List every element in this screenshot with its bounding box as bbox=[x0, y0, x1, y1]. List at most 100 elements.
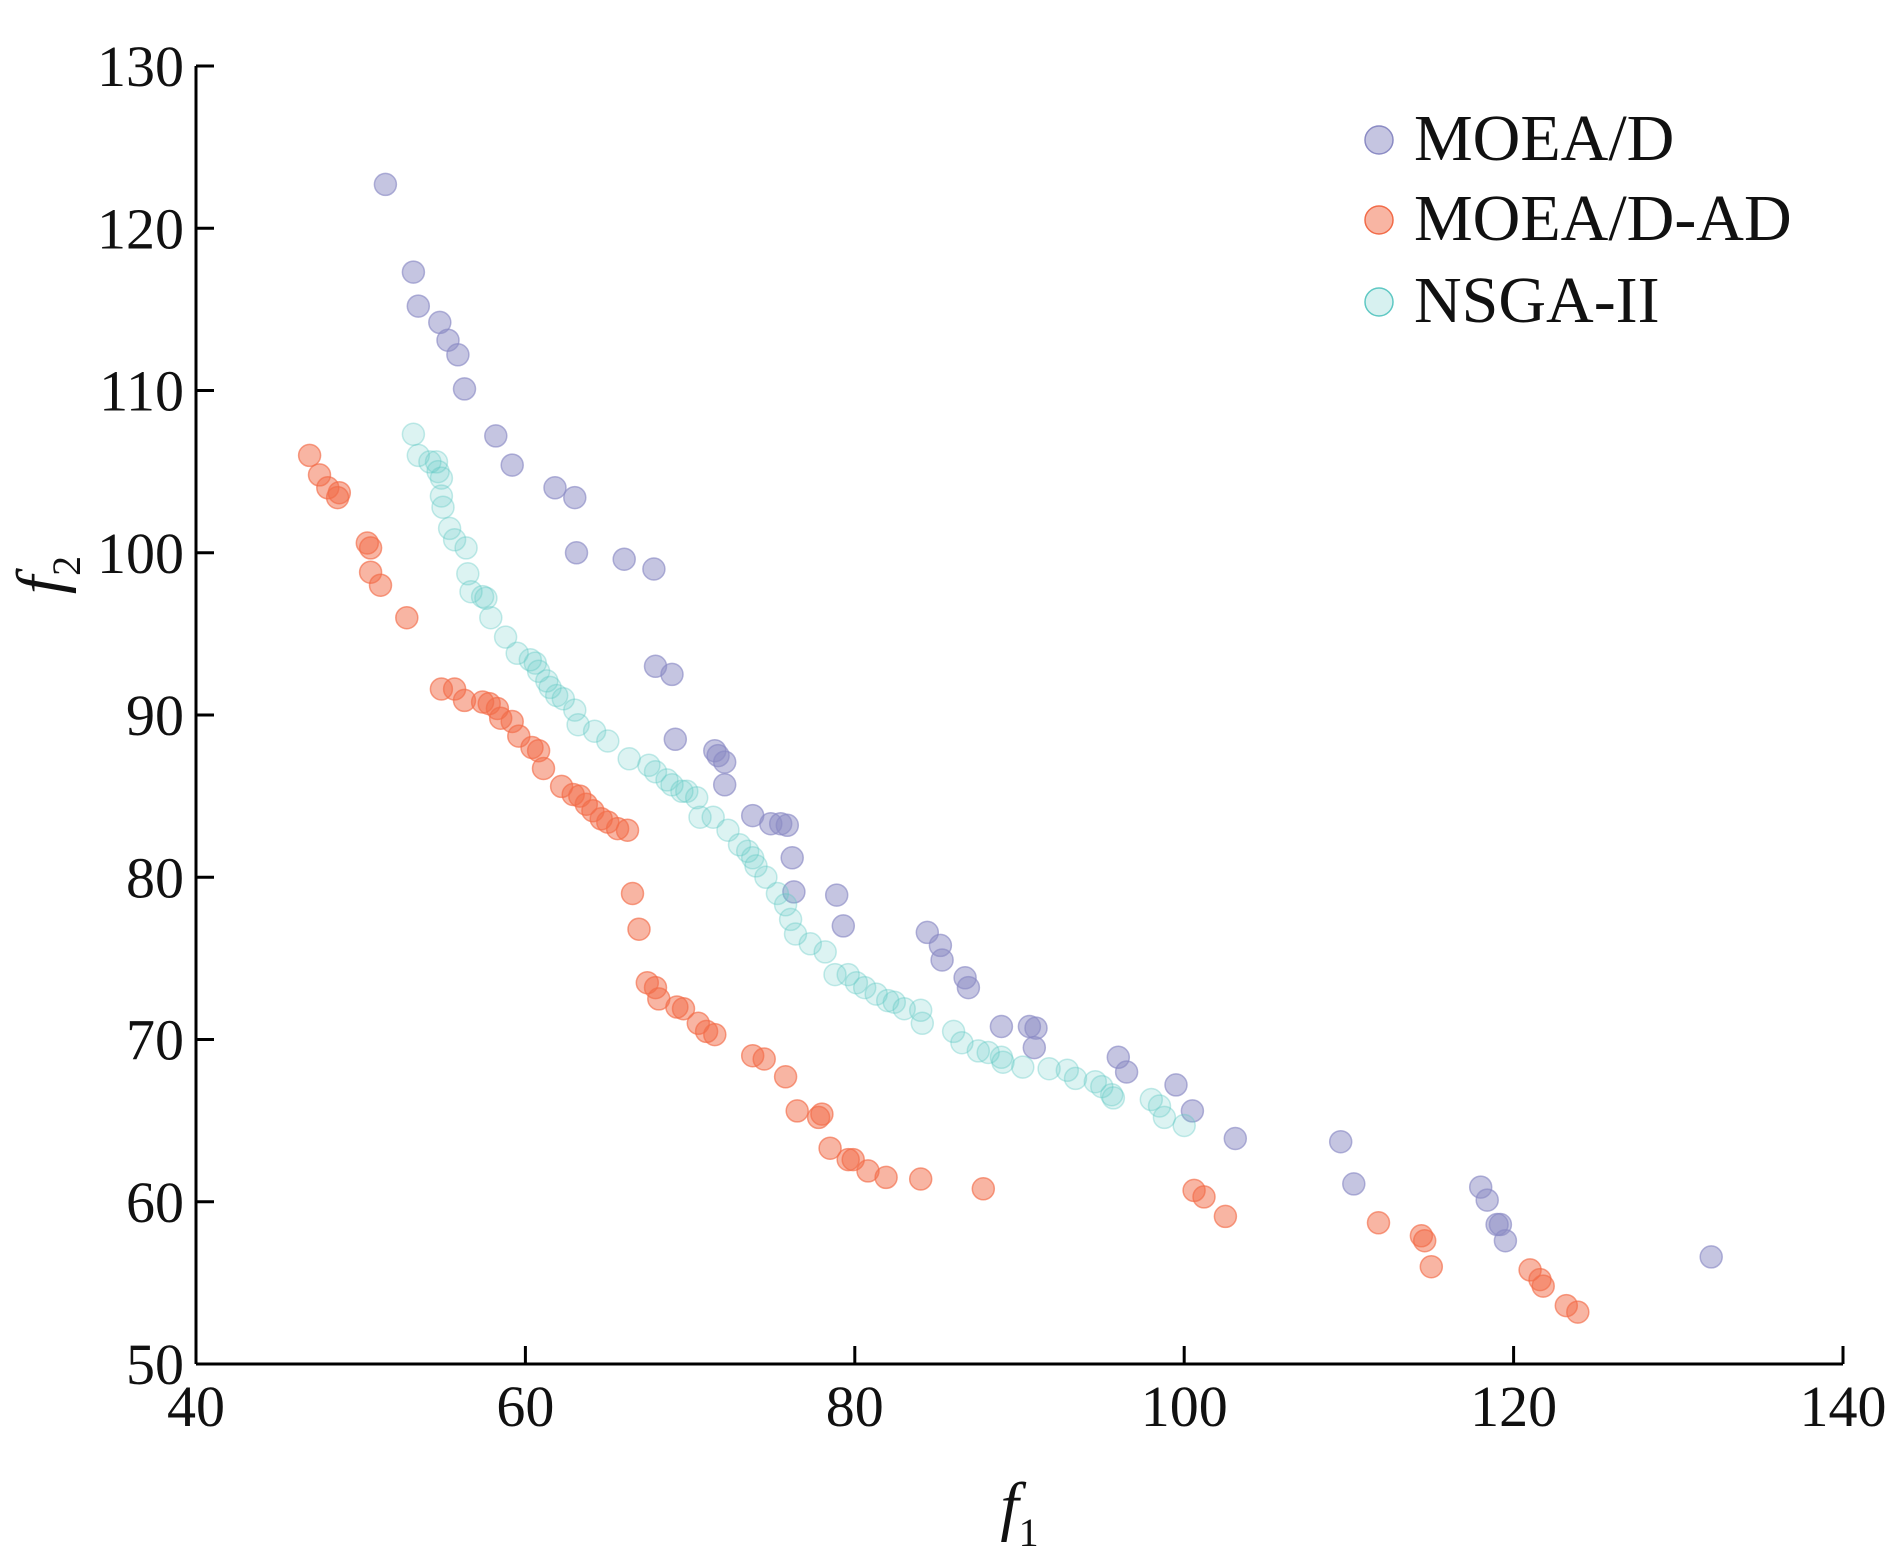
nsga-ii-point bbox=[617, 747, 641, 771]
nsga-ii-point bbox=[401, 422, 426, 447]
nsga-ii-point bbox=[551, 687, 576, 711]
nsga-ii-point bbox=[1037, 1056, 1061, 1081]
x-axis-ticks: 40 60 80 100 120 140 bbox=[167, 1346, 1887, 1439]
moead-ad-point bbox=[620, 881, 645, 906]
moead-point bbox=[563, 485, 587, 510]
moead-point bbox=[1164, 1073, 1188, 1097]
moead-point bbox=[564, 541, 589, 565]
legend-label-moead-ad: MOEA/D-AD bbox=[1414, 182, 1792, 255]
moead-ad-point bbox=[358, 536, 383, 560]
nsga-ii-point bbox=[765, 881, 790, 906]
moead-ad-point bbox=[1192, 1185, 1216, 1209]
moead-ad-point bbox=[1213, 1204, 1238, 1229]
nsga-ii-point bbox=[1063, 1066, 1088, 1091]
nsga-ii-point bbox=[459, 579, 483, 604]
nsga-ii-point bbox=[1147, 1094, 1172, 1118]
nsga-ii-point bbox=[844, 970, 869, 995]
nsga-ii-point bbox=[1152, 1105, 1177, 1130]
y-tick-label: 60 bbox=[126, 1170, 184, 1235]
nsga-ii-point bbox=[976, 1040, 1000, 1065]
moead-point bbox=[712, 750, 737, 774]
nsga-ii-point bbox=[892, 996, 916, 1021]
moead-point bbox=[930, 948, 954, 972]
moead-point bbox=[824, 883, 849, 907]
moead-point bbox=[956, 975, 981, 1000]
moead-ad-point bbox=[908, 1167, 933, 1191]
nsga-ii-point bbox=[505, 641, 529, 666]
nsga-ii-point bbox=[798, 932, 823, 956]
nsga-ii-point bbox=[523, 651, 548, 675]
moead-ad-point bbox=[327, 480, 352, 505]
nsga-ii-point bbox=[701, 805, 725, 829]
moead-ad-point bbox=[1566, 1300, 1590, 1324]
moead-ad-point bbox=[615, 818, 640, 842]
nsga-ii-point bbox=[544, 683, 569, 708]
moead-point bbox=[543, 476, 567, 500]
legend-marker-moead-ad bbox=[1364, 205, 1394, 235]
nsga-ii-point bbox=[474, 586, 498, 610]
x-tick-label: 120 bbox=[1470, 1374, 1557, 1439]
moead-point bbox=[612, 547, 636, 571]
nsga-ii-point bbox=[429, 484, 454, 508]
nsga-ii-point bbox=[582, 719, 607, 743]
nsga-ii-point bbox=[566, 712, 590, 737]
nsga-ii-point bbox=[535, 669, 559, 693]
nsga-ii-point bbox=[643, 760, 668, 784]
nsga-ii-point bbox=[1099, 1082, 1124, 1107]
x-tick-label: 140 bbox=[1800, 1374, 1887, 1439]
axes: 40 60 80 100 120 140 50 60 70 80 90 100 110 120 130 bbox=[97, 34, 1887, 1439]
series-moead-ad bbox=[297, 443, 1590, 1324]
nsga-ii-point bbox=[596, 729, 620, 753]
legend-label-moead: MOEA/D bbox=[1414, 102, 1674, 175]
moead-point bbox=[831, 914, 856, 938]
nsga-ii-point bbox=[442, 528, 467, 552]
nsga-ii-point bbox=[684, 785, 709, 810]
moead-point bbox=[663, 727, 688, 752]
nsga-ii-point bbox=[823, 962, 847, 987]
x-tick-label: 80 bbox=[826, 1374, 884, 1439]
nsga-ii-point bbox=[1090, 1074, 1114, 1099]
moead-point bbox=[452, 377, 477, 401]
moead-ad-point bbox=[368, 573, 393, 597]
nsga-ii-point bbox=[479, 605, 503, 630]
nsga-ii-point bbox=[783, 922, 808, 946]
moead-point bbox=[1223, 1126, 1248, 1151]
nsga-ii-point bbox=[637, 753, 661, 778]
nsga-ii-point bbox=[778, 907, 803, 932]
moead-ad-point bbox=[531, 756, 556, 781]
nsga-ii-point bbox=[429, 466, 454, 490]
moead-ad-point bbox=[1366, 1211, 1391, 1235]
moead-ad-point bbox=[297, 443, 322, 468]
nsga-ii-point bbox=[875, 988, 900, 1013]
nsga-ii-point bbox=[882, 990, 907, 1014]
nsga-ii-point bbox=[1055, 1058, 1080, 1083]
nsga-ii-point bbox=[813, 940, 837, 964]
legend-marker-moead bbox=[1364, 125, 1394, 155]
moead-point bbox=[373, 172, 398, 197]
moead-point bbox=[1022, 1035, 1047, 1060]
x-axis-label: f1 bbox=[1000, 1470, 1038, 1555]
y-axis-label: f2 bbox=[4, 556, 89, 594]
nsga-ii-point bbox=[744, 854, 768, 878]
nsga-ii-point bbox=[426, 459, 450, 484]
nsga-ii-point bbox=[716, 818, 740, 842]
moead-point bbox=[989, 1014, 1014, 1039]
nsga-ii-point bbox=[431, 495, 455, 520]
nsga-ii-point bbox=[406, 443, 431, 468]
y-tick-label: 80 bbox=[126, 845, 184, 910]
nsga-ii-point bbox=[908, 998, 933, 1023]
nsga-ii-point bbox=[670, 779, 694, 804]
moead-point bbox=[1342, 1172, 1366, 1196]
moead-point bbox=[1180, 1099, 1205, 1123]
nsga-ii-point bbox=[754, 865, 778, 890]
moead-ad-point bbox=[395, 605, 419, 630]
moead-ad-point bbox=[752, 1047, 776, 1071]
moead-point bbox=[1328, 1129, 1353, 1154]
nsga-ii-point bbox=[424, 450, 449, 474]
data-points bbox=[297, 172, 1723, 1324]
moead-point bbox=[401, 260, 426, 284]
moead-point bbox=[1493, 1228, 1518, 1253]
y-tick-label: 50 bbox=[126, 1332, 184, 1397]
moead-ad-point bbox=[627, 917, 651, 941]
